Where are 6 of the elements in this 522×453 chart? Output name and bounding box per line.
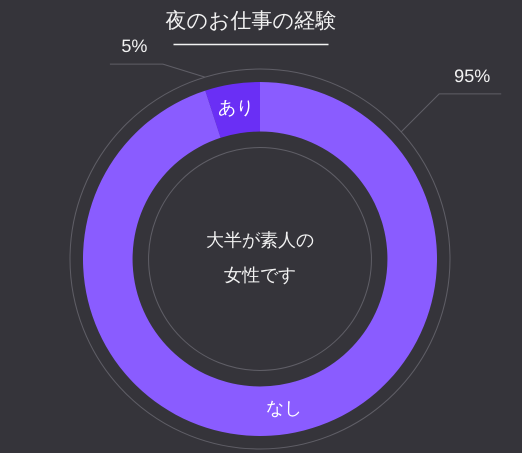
data-label: 5% <box>121 36 148 56</box>
slice-label: なし <box>266 398 302 418</box>
slice-label: あり <box>218 97 254 118</box>
data-label: 95% <box>454 66 490 86</box>
text: 大半が素人の女性です <box>206 230 314 286</box>
chart-title: 夜のお仕事の経験 <box>166 8 336 33</box>
